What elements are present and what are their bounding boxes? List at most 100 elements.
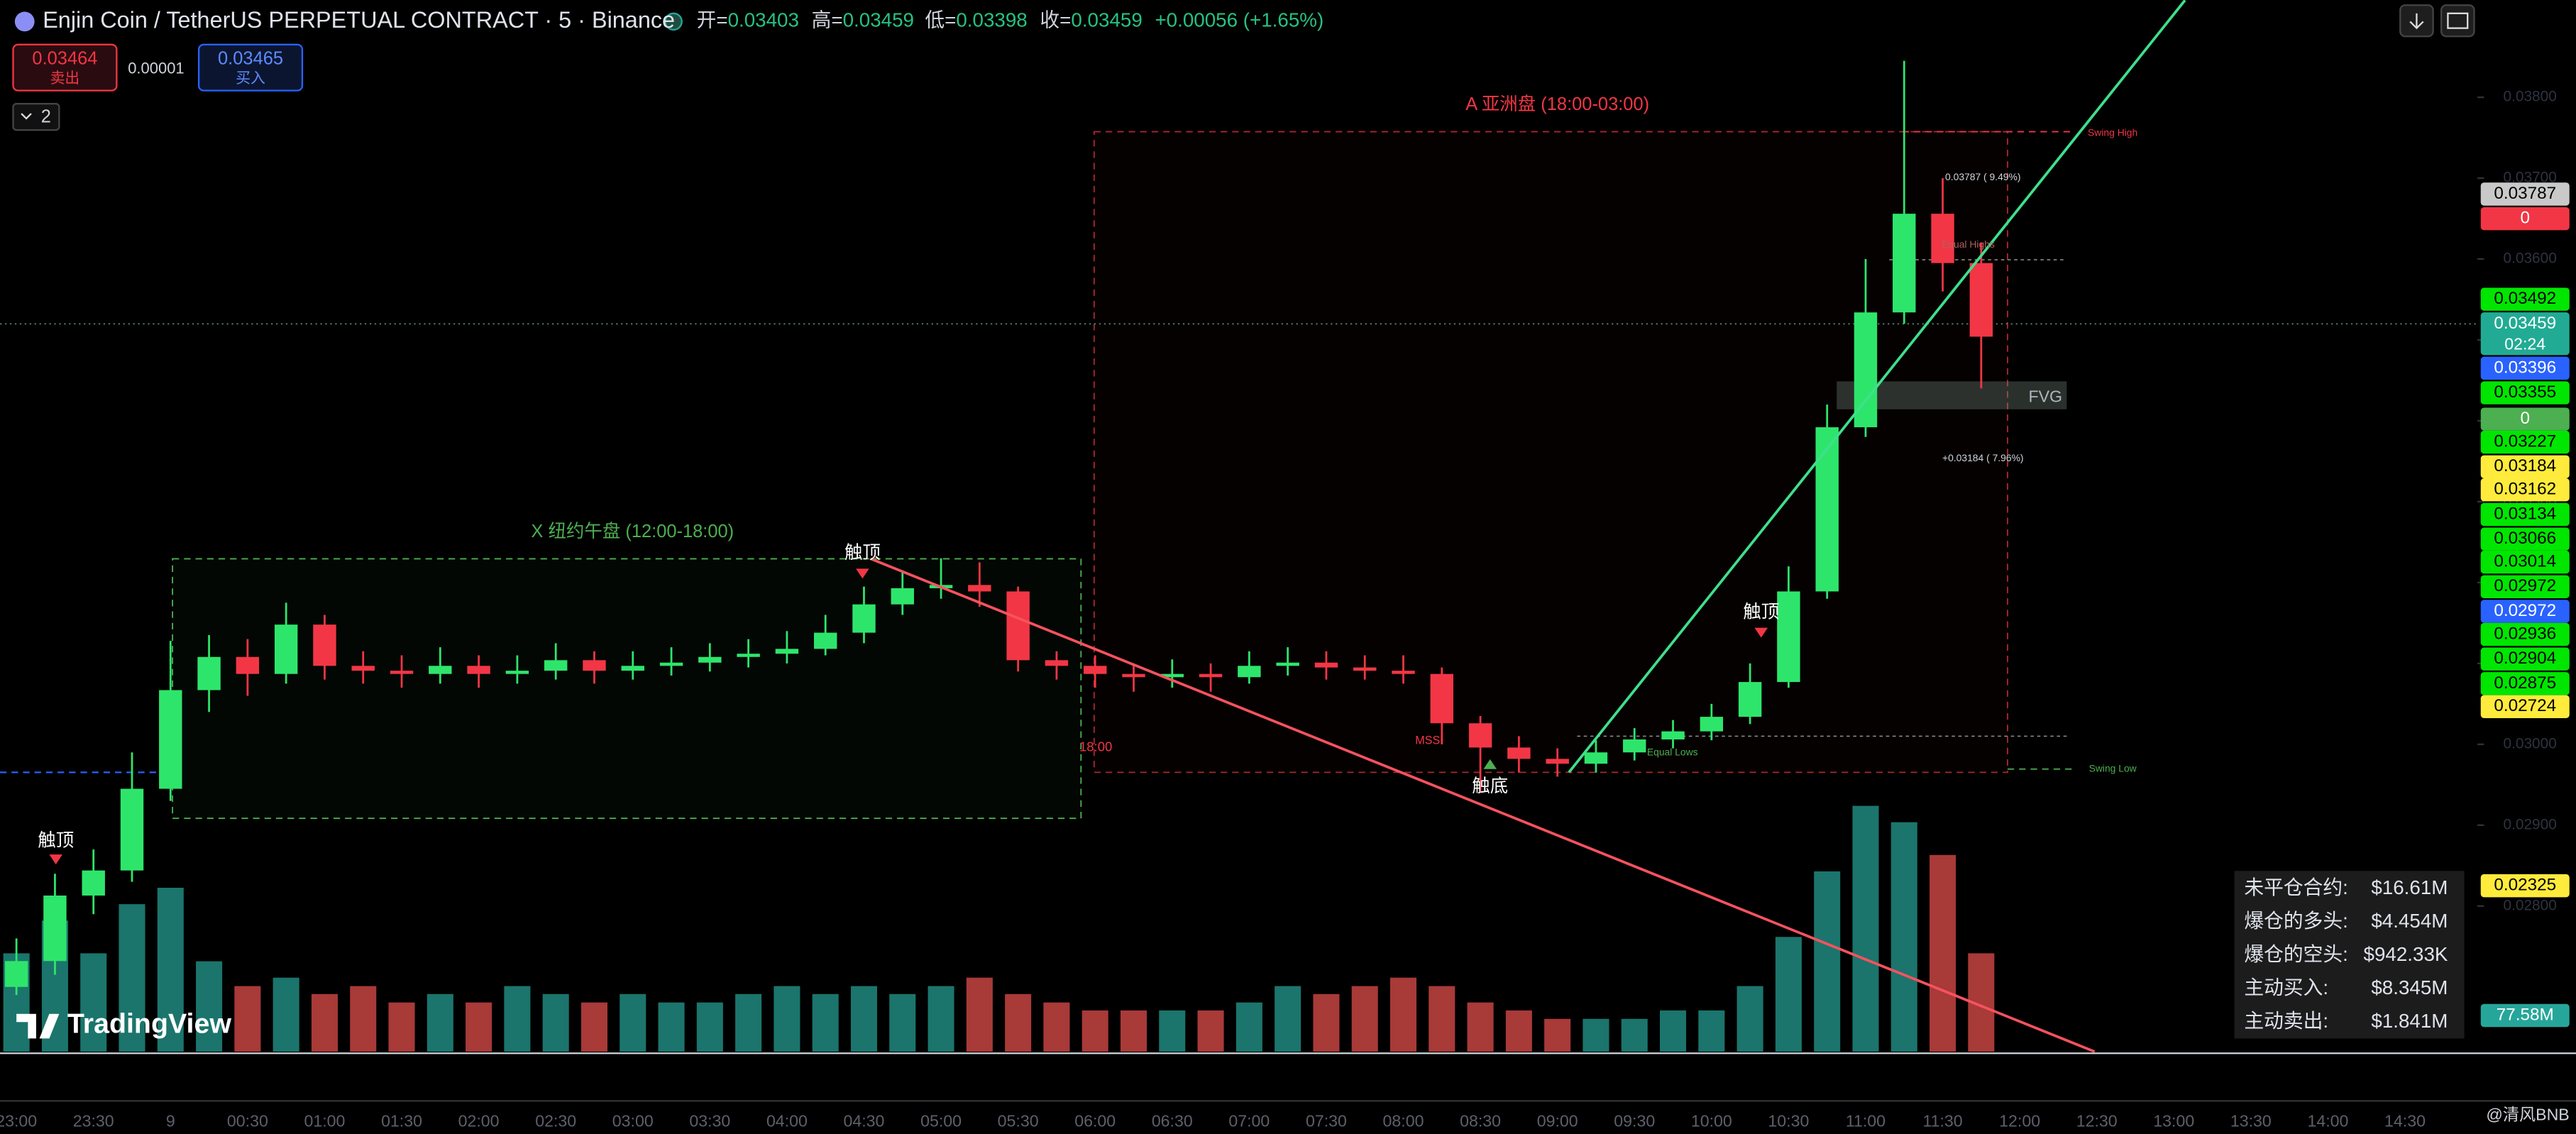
candle-body	[1507, 747, 1531, 759]
chevron-icon	[21, 113, 32, 120]
x-tick-label: 03:00	[612, 1112, 654, 1130]
price-tag	[2480, 478, 2570, 502]
volume-bar	[542, 993, 569, 1052]
price-tag-label: 0.03162	[2494, 480, 2556, 499]
stat-value: $16.61M	[2371, 876, 2448, 898]
candle-body	[775, 649, 799, 654]
volume-bar	[658, 1002, 685, 1052]
candle-body	[968, 585, 991, 592]
watermark: TradingView	[67, 1008, 231, 1039]
candle-body	[1006, 591, 1030, 661]
status-dot	[664, 12, 683, 31]
buy-button[interactable]	[197, 43, 304, 92]
buy-label: 买入	[236, 70, 265, 87]
candle-body	[698, 656, 722, 663]
price-tag-label: 0.02325	[2494, 876, 2556, 895]
fullscreen-button[interactable]	[2440, 4, 2475, 38]
x-tick-label: 12:00	[1999, 1112, 2040, 1130]
volume-bar	[1275, 986, 1301, 1052]
candle-body	[852, 604, 876, 633]
volume-bar	[1120, 1010, 1147, 1052]
volume-bar	[850, 986, 878, 1052]
annotation: 0.03787 ( 9.49%)	[1945, 171, 2020, 182]
candle-body	[43, 895, 67, 962]
x-tick-label: 12:30	[2076, 1112, 2118, 1130]
price-tag-label: 0.03014	[2494, 551, 2556, 571]
price-tag	[2480, 600, 2570, 623]
volume-bar	[1814, 871, 1841, 1052]
candle-body	[1931, 214, 1954, 263]
footer-credit: @清风BNB	[2486, 1105, 2569, 1123]
price-tag	[2480, 287, 2570, 311]
candle-body	[1661, 731, 1685, 740]
x-tick-label: 08:30	[1460, 1112, 1501, 1130]
x-tick-label: 02:30	[535, 1112, 576, 1130]
x-tick-label: 06:00	[1074, 1112, 1116, 1130]
candle-body	[1738, 682, 1762, 717]
volume-bar	[388, 1002, 415, 1052]
candle-body	[621, 666, 644, 671]
price-tag-label: 0.02875	[2494, 673, 2556, 693]
y-tick-label: 0.03800	[2504, 89, 2557, 105]
volume-bar	[735, 993, 762, 1052]
volume-bar	[1505, 1010, 1532, 1052]
x-tick-label: 05:00	[920, 1112, 962, 1130]
price-tag-label: 0.03066	[2494, 529, 2556, 548]
ohlc-label: 高=	[812, 9, 843, 31]
price-tag-label: 0.03134	[2494, 504, 2556, 523]
candle-body	[1815, 427, 1839, 592]
x-tick-label: 14:30	[2384, 1112, 2426, 1130]
price-tag	[2480, 550, 2570, 574]
sell-label: 卖出	[50, 70, 80, 87]
volume-bar	[1698, 1010, 1725, 1052]
volume-bar	[466, 1002, 492, 1052]
candle-body	[82, 870, 105, 896]
trendline-up	[1568, 0, 2186, 774]
stat-label: 主动卖出:	[2244, 1010, 2328, 1032]
candle-body	[390, 671, 414, 674]
x-tick-label: 07:30	[1306, 1112, 1347, 1130]
x-tick-label: 10:00	[1691, 1112, 1732, 1130]
candle-body	[120, 788, 144, 871]
indicator-count: 2	[41, 107, 51, 127]
volume-bar	[80, 953, 107, 1052]
candle-body	[1893, 214, 1916, 313]
candle-body	[1584, 752, 1608, 764]
x-tick-label: 07:00	[1228, 1112, 1270, 1130]
annotation: 触底	[1472, 776, 1508, 796]
price-tag-label: 0.03396	[2494, 358, 2556, 377]
price-tag-label: 0	[2520, 209, 2530, 228]
indicator-toggle[interactable]	[12, 102, 60, 131]
price-tag	[2480, 575, 2570, 598]
ohlc-label: 低=	[925, 9, 956, 31]
x-tick-label: 04:00	[766, 1112, 808, 1130]
volume-bar	[196, 961, 223, 1052]
x-tick-label: 11:00	[1846, 1112, 1886, 1130]
stat-label: 未平仓合约:	[2244, 876, 2348, 898]
sell-button[interactable]	[12, 43, 118, 92]
annotation: Equal Highs	[1942, 238, 1995, 250]
candle-body	[813, 632, 837, 649]
sell-price: 0.03464	[32, 48, 97, 68]
volume-bar	[157, 888, 184, 1052]
candle-body	[236, 656, 260, 674]
volume-bar	[273, 977, 299, 1052]
x-tick-label: 23:00	[0, 1112, 37, 1130]
price-tag	[2480, 207, 2570, 231]
y-tick-label: 0.02900	[2504, 816, 2557, 832]
stat-label: 爆仓的多头:	[2244, 910, 2348, 932]
annotation: Swing Low	[2089, 762, 2137, 774]
x-tick-label: 02:00	[458, 1112, 500, 1130]
volume-bar	[580, 1002, 607, 1052]
download-icon	[2409, 13, 2424, 30]
price-tag	[2480, 430, 2570, 454]
volume-bar	[1159, 1010, 1186, 1052]
session-box-asia	[1093, 131, 2008, 774]
volume-bar	[1351, 986, 1378, 1052]
buy-price: 0.03465	[218, 48, 283, 68]
price-tag	[2480, 407, 2570, 431]
volume-bar	[119, 904, 145, 1052]
y-tick-label: 0.03600	[2504, 251, 2557, 267]
